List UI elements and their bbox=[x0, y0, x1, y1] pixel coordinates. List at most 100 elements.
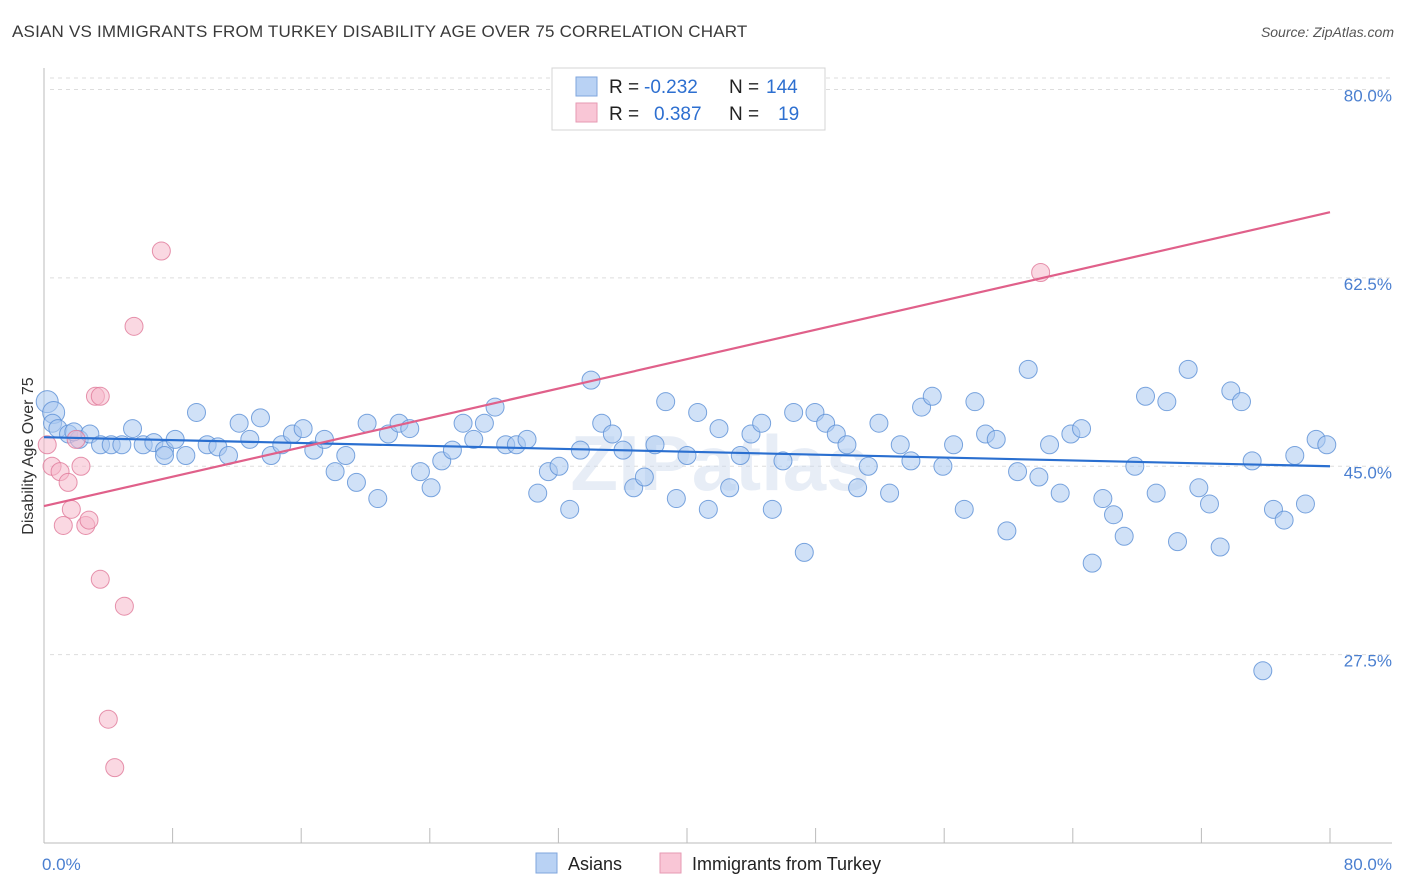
asians-point-111 bbox=[1178, 359, 1198, 379]
asians-point-102 bbox=[1082, 553, 1102, 573]
asians-point-68 bbox=[720, 478, 740, 498]
x-tick-label-min: 0.0% bbox=[42, 855, 81, 874]
y-tick-label-2: 45.0% bbox=[1344, 463, 1392, 482]
asians-point-104 bbox=[1104, 505, 1124, 525]
asians-point-87 bbox=[922, 386, 942, 406]
asians-point-106 bbox=[1125, 456, 1145, 476]
y-tick-label-3: 27.5% bbox=[1344, 652, 1392, 671]
asians-point-64 bbox=[677, 446, 697, 465]
legend-swatch-turkey bbox=[575, 102, 598, 123]
y-axis-label: Disability Age Over 75 bbox=[20, 377, 37, 535]
asians-point-75 bbox=[794, 542, 814, 562]
asians-point-28 bbox=[293, 419, 313, 439]
bottom-legend-swatch-asians bbox=[535, 852, 558, 874]
asians-point-61 bbox=[645, 435, 665, 455]
asians-point-89 bbox=[944, 435, 964, 455]
asians-point-50 bbox=[528, 483, 548, 503]
x-ticks bbox=[43, 828, 1331, 843]
asians-point-16 bbox=[186, 402, 206, 422]
asians-point-10 bbox=[112, 435, 132, 455]
asians-point-17 bbox=[155, 446, 175, 465]
bottom-legend-label-turkey: Immigrants from Turkey bbox=[692, 854, 881, 874]
asians-point-91 bbox=[965, 392, 985, 412]
y-tick-label-0: 80.0% bbox=[1344, 87, 1392, 106]
turkey-point-15 bbox=[114, 596, 134, 616]
asians-point-45 bbox=[474, 413, 494, 433]
turkey-point-13 bbox=[98, 709, 118, 729]
turkey-point-4 bbox=[58, 472, 78, 492]
y-tick-labels: 80.0% 62.5% 45.0% 27.5% bbox=[1344, 87, 1392, 671]
asians-point-88 bbox=[933, 456, 953, 476]
asians-point-65 bbox=[688, 402, 708, 422]
turkey-point-7 bbox=[71, 456, 91, 476]
asians-point-52 bbox=[549, 456, 569, 476]
asians-point-42 bbox=[442, 440, 462, 460]
asians-point-23 bbox=[240, 429, 260, 449]
asians-point-117 bbox=[1242, 451, 1262, 471]
turkey-point-5 bbox=[61, 499, 81, 519]
asians-point-105 bbox=[1114, 526, 1134, 546]
asians-point-83 bbox=[880, 483, 900, 503]
bottom-legend-swatch-turkey bbox=[659, 852, 682, 874]
legend-r-label-asians: R = bbox=[609, 77, 639, 98]
turkey-trend-line bbox=[43, 211, 1331, 508]
asians-point-116 bbox=[1231, 392, 1251, 412]
axes bbox=[43, 68, 1392, 844]
asians-point-121 bbox=[1285, 446, 1305, 465]
asians-trend-line bbox=[43, 436, 1331, 468]
legend-r-label-turkey: R = bbox=[609, 104, 639, 125]
asians-point-67 bbox=[709, 419, 729, 439]
asians-point-66 bbox=[698, 499, 718, 519]
legend-box: R = -0.232 N = 144 R = 0.387 N = 19 bbox=[551, 67, 826, 131]
asians-point-24 bbox=[250, 408, 270, 428]
chart-source: Source: ZipAtlas.com bbox=[1260, 24, 1394, 40]
legend-n-value-asians: 144 bbox=[766, 77, 798, 98]
legend-n-label-turkey: N = bbox=[729, 104, 759, 125]
asians-point-60 bbox=[634, 467, 654, 487]
asians-point-93 bbox=[986, 429, 1006, 449]
asians-point-80 bbox=[848, 478, 868, 498]
asians-point-103 bbox=[1093, 489, 1113, 509]
asians-point-82 bbox=[869, 413, 889, 433]
asians-point-18 bbox=[176, 446, 196, 465]
turkey-point-9 bbox=[79, 510, 99, 530]
series-asians-points bbox=[35, 359, 1337, 681]
asians-point-113 bbox=[1199, 494, 1219, 514]
asians-point-43 bbox=[453, 413, 473, 433]
asians-point-40 bbox=[421, 478, 441, 498]
legend-n-label-asians: N = bbox=[729, 77, 759, 98]
asians-point-84 bbox=[890, 435, 910, 455]
asians-point-32 bbox=[336, 446, 356, 465]
asians-point-57 bbox=[602, 424, 622, 444]
turkey-point-12 bbox=[90, 569, 110, 589]
asians-point-22 bbox=[229, 413, 249, 433]
asians-point-34 bbox=[357, 413, 377, 433]
asians-point-110 bbox=[1168, 532, 1188, 552]
asians-point-11 bbox=[123, 419, 143, 439]
turkey-point-6 bbox=[66, 429, 86, 449]
bottom-legend: Asians Immigrants from Turkey bbox=[535, 852, 881, 874]
asians-point-62 bbox=[656, 392, 676, 412]
legend-n-value-turkey: 19 bbox=[778, 104, 799, 125]
asians-point-63 bbox=[666, 489, 686, 509]
asians-point-71 bbox=[752, 413, 772, 433]
asians-point-79 bbox=[837, 435, 857, 455]
asians-point-98 bbox=[1040, 435, 1060, 455]
asians-point-96 bbox=[1018, 359, 1038, 379]
asians-point-72 bbox=[762, 499, 782, 519]
asians-point-97 bbox=[1029, 467, 1049, 487]
turkey-point-11 bbox=[90, 386, 110, 406]
turkey-point-16 bbox=[124, 316, 144, 336]
asians-point-109 bbox=[1157, 392, 1177, 412]
legend-r-value-asians: -0.232 bbox=[644, 77, 698, 98]
asians-point-30 bbox=[314, 429, 334, 449]
series-turkey-points bbox=[37, 241, 1051, 778]
asians-point-118 bbox=[1253, 661, 1273, 681]
chart-title: ASIAN VS IMMIGRANTS FROM TURKEY DISABILI… bbox=[12, 22, 748, 41]
asians-point-33 bbox=[346, 472, 366, 492]
asians-point-120 bbox=[1274, 510, 1294, 530]
asians-point-69 bbox=[730, 446, 750, 465]
asians-point-107 bbox=[1136, 386, 1156, 406]
asians-point-90 bbox=[954, 499, 974, 519]
